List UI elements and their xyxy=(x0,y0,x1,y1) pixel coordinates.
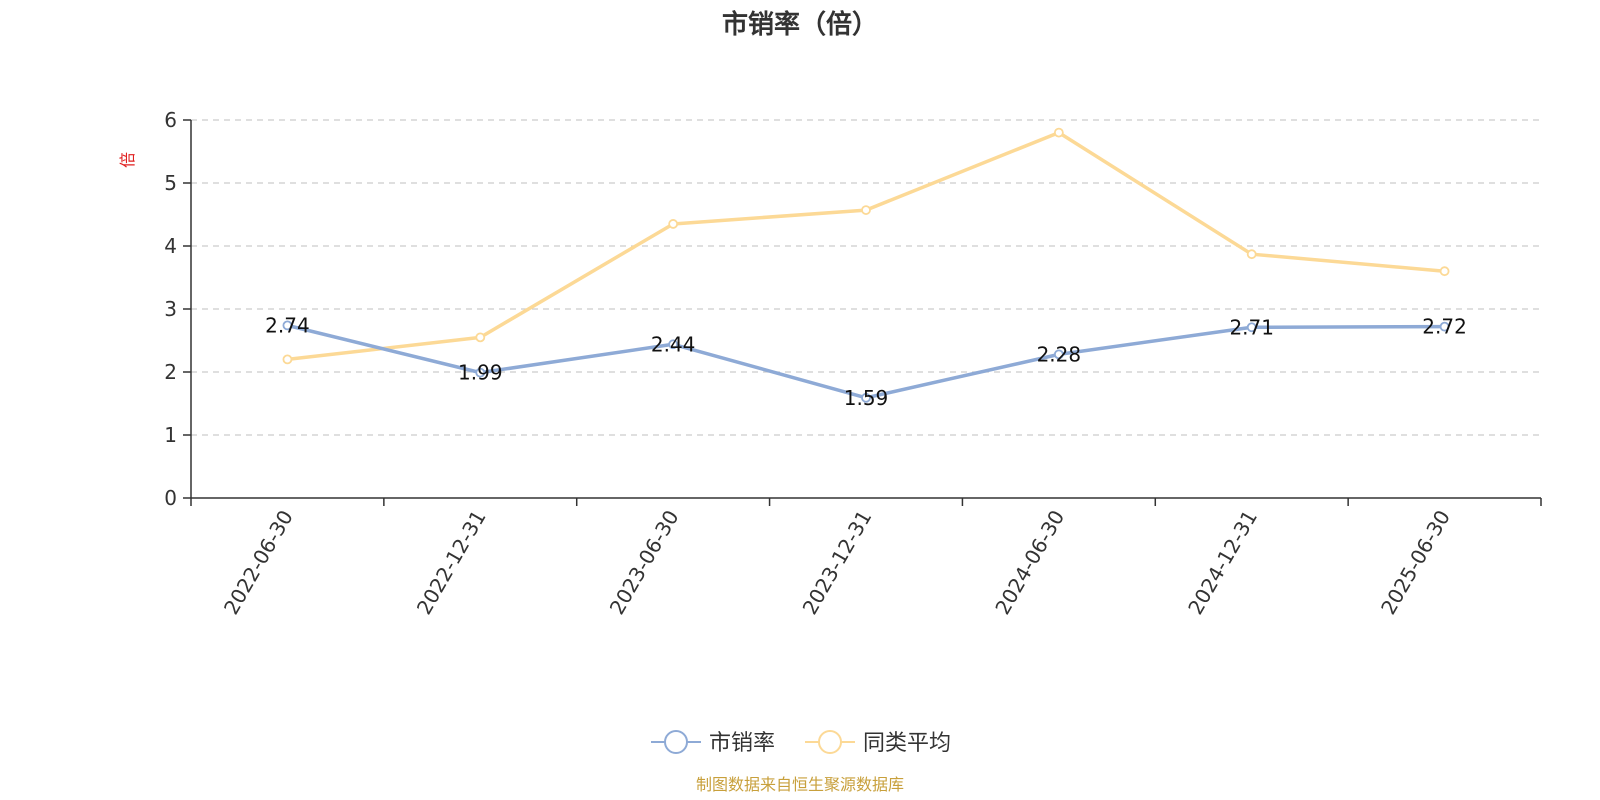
series-1-point-6 xyxy=(1439,266,1450,277)
series-0-point-3 xyxy=(861,392,871,403)
data-label-0-6: 2.72 xyxy=(1422,315,1467,339)
series-0-point-0 xyxy=(282,320,293,331)
series-0-point-1 xyxy=(475,367,486,378)
grid-lines xyxy=(191,119,1541,436)
series-0-point-4 xyxy=(1053,349,1064,360)
series-0-point-2 xyxy=(668,339,679,350)
x-ticks: 2022-06-30 2022-12-31 2023-06-30 2023-12-31… xyxy=(190,498,1542,619)
legend: 市销率 同类平均 xyxy=(651,730,951,756)
y-tick-label-1: 1 xyxy=(164,423,177,447)
series-1-point-2 xyxy=(668,219,679,229)
data-label-0-5: 2.71 xyxy=(1229,315,1274,339)
series-1-point-5 xyxy=(1246,249,1257,260)
series-1-point-3 xyxy=(861,205,871,215)
data-labels: 2.74 1.99 2.44 1.59 2.28 2.71 2.72 xyxy=(265,313,1467,409)
legend-label-1: 同类平均 xyxy=(863,731,951,756)
x-tick-label-6: 2025-06-30 xyxy=(1376,506,1455,619)
y-axis-label: 倍 xyxy=(118,152,137,168)
y-tick-label-0: 0 xyxy=(164,486,177,510)
data-label-0-0: 2.74 xyxy=(265,313,310,337)
x-tick-label-0: 2022-06-30 xyxy=(219,506,298,619)
series-0-point-6 xyxy=(1439,321,1450,332)
series-group xyxy=(282,127,1450,403)
data-label-0-4: 2.28 xyxy=(1037,342,1082,366)
chart-title: 市销率（倍） xyxy=(722,9,878,40)
legend-marker-0 xyxy=(664,730,688,754)
legend-label-0: 市销率 xyxy=(709,731,775,756)
data-label-0-1: 1.99 xyxy=(458,361,503,385)
series-0-point-5 xyxy=(1246,322,1257,333)
y-tick-label-4: 4 xyxy=(164,234,177,258)
series-1-point-0 xyxy=(282,354,293,365)
y-tick-label-2: 2 xyxy=(164,360,177,384)
y-tick-label-5: 5 xyxy=(164,171,177,195)
y-tick-label-6: 6 xyxy=(164,108,177,132)
data-label-0-2: 2.44 xyxy=(651,332,696,356)
x-tick-label-3: 2023-12-31 xyxy=(797,506,876,619)
data-label-0-3: 1.59 xyxy=(844,386,889,410)
x-tick-label-5: 2024-12-31 xyxy=(1183,506,1262,619)
x-tick-label-4: 2024-06-30 xyxy=(990,506,1069,619)
footer-source: 制图数据来自恒生聚源数据库 xyxy=(696,775,904,794)
x-tick-label-1: 2022-12-31 xyxy=(412,506,491,619)
legend-marker-1 xyxy=(818,730,842,754)
x-tick-label-2: 2023-06-30 xyxy=(605,506,684,619)
y-ticks: 0 1 2 3 4 5 6 xyxy=(164,108,191,510)
series-1-point-1 xyxy=(475,332,486,343)
series-1-point-4 xyxy=(1053,127,1064,138)
y-tick-label-3: 3 xyxy=(164,297,177,321)
